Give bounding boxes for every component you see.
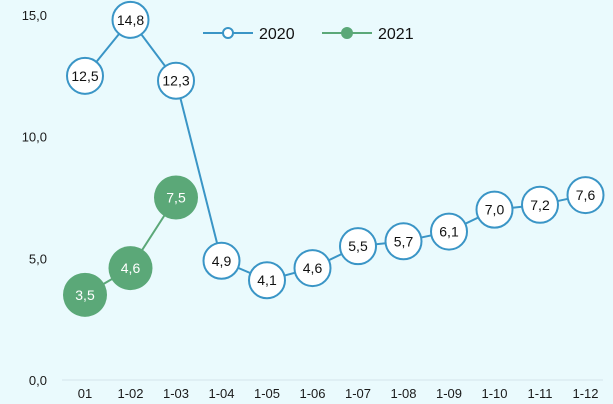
x-tick-label: 1-06: [299, 386, 325, 401]
y-tick-label: 10,0: [22, 130, 47, 145]
x-tick-label: 1-04: [208, 386, 234, 401]
data-label-2020: 4,1: [257, 272, 277, 288]
data-label-2021: 4,6: [121, 260, 141, 276]
data-label-2021: 3,5: [75, 287, 95, 303]
x-tick-label: 1-03: [163, 386, 189, 401]
data-point-2021: [108, 246, 153, 291]
data-label-2020: 4,6: [303, 260, 323, 276]
series-layer: 12,5 14,8 12,3 4,9 4,1 4,6 5,5 5,7 6,1 7,0 7,2 7,6 3…: [63, 0, 605, 317]
x-tick-label: 1-10: [481, 386, 507, 401]
data-label-2020: 7,0: [485, 202, 505, 218]
legend-marker-2020: [222, 27, 234, 39]
data-point-2020: [157, 61, 195, 100]
x-tick-label: 1-07: [345, 386, 371, 401]
data-label-2020: 5,5: [348, 238, 368, 254]
data-label-2020: 6,1: [439, 224, 459, 240]
data-label-2020: 12,5: [71, 68, 98, 84]
data-label-2020: 7,2: [530, 197, 550, 213]
data-label-2020: 12,3: [162, 73, 189, 89]
x-tick-label: 1-11: [527, 386, 552, 401]
data-label-2021: 7,5: [166, 190, 186, 206]
series-line-2020: [84, 18, 586, 282]
data-label-2020: 4,9: [212, 253, 232, 269]
data-point-2020: [384, 222, 423, 261]
data-point-2020: [202, 241, 241, 280]
y-axis-ticks: 0,0 5,0 10,0 15,0: [22, 8, 47, 388]
data-point-2020: [475, 190, 514, 229]
data-point-2020: [293, 249, 332, 288]
legend-marker-2021: [341, 27, 353, 39]
data-point-2021: [63, 272, 107, 317]
x-tick-label: 1-08: [390, 386, 416, 401]
x-axis-ticks: 01 1-02 1-03 1-04 1-05 1-06 1-07 1-08 1-09 1-10 1-…: [78, 386, 599, 401]
legend-label-2020: 2020: [259, 26, 295, 43]
data-point-2020: [430, 212, 468, 251]
x-tick-label: 1-02: [117, 386, 143, 401]
x-tick-label: 1-05: [254, 386, 280, 401]
data-label-2020: 7,6: [576, 187, 596, 203]
data-point-2020: [248, 261, 286, 300]
x-tick-label: 1-12: [572, 386, 598, 401]
data-point-2020: [66, 56, 104, 95]
data-point-2020: [111, 0, 150, 39]
legend: 2020 2021: [203, 26, 414, 43]
y-tick-label: 5,0: [29, 251, 47, 266]
data-point-2021: [154, 175, 198, 220]
data-label-2020: 14,8: [117, 12, 144, 28]
y-tick-label: 15,0: [22, 8, 47, 23]
x-tick-label: 01: [78, 386, 92, 401]
legend-label-2021: 2021: [378, 26, 414, 43]
data-point-2020: [566, 176, 605, 215]
data-point-2020: [339, 227, 377, 266]
data-label-2020: 5,7: [394, 233, 414, 249]
data-point-2020: [521, 185, 559, 224]
x-tick-label: 1-09: [436, 386, 462, 401]
y-tick-label: 0,0: [29, 373, 47, 388]
